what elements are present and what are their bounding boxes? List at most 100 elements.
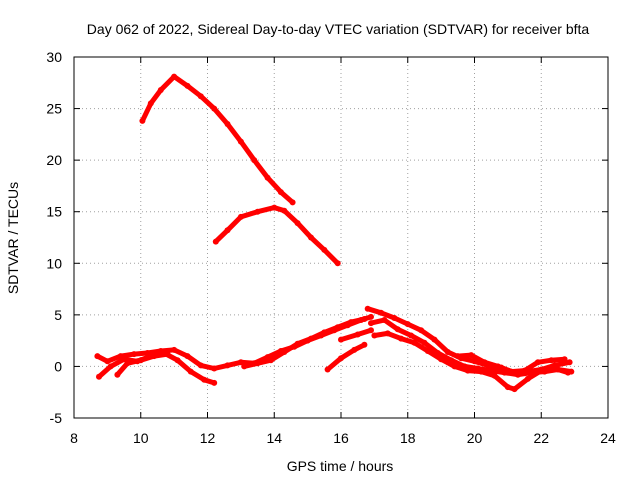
data-point [378, 309, 384, 316]
data-point [418, 327, 425, 334]
data-point [398, 335, 405, 342]
data-point [451, 363, 458, 370]
data-point [348, 319, 354, 326]
data-point [504, 384, 511, 391]
x-tick-label: 20 [467, 430, 483, 446]
data-point [551, 365, 558, 372]
data-point [464, 367, 471, 374]
series-group [94, 73, 575, 393]
data-point [211, 105, 218, 112]
data-point [511, 386, 518, 393]
data-point [107, 363, 114, 370]
data-point [338, 336, 344, 343]
data-point [424, 348, 431, 354]
grid [74, 57, 608, 418]
data-point [174, 357, 181, 364]
x-tick-label: 16 [333, 430, 349, 446]
data-point [324, 366, 331, 373]
data-point [277, 189, 284, 196]
x-tick-label: 14 [266, 430, 282, 446]
series-line-arc-low-9 [371, 330, 571, 392]
data-point [308, 234, 314, 241]
data-point [384, 330, 391, 337]
series-line-arc-high [139, 74, 296, 205]
data-point [294, 220, 301, 227]
data-point [131, 351, 138, 358]
data-point [334, 324, 341, 331]
data-point [157, 87, 164, 93]
data-point [354, 331, 361, 338]
data-point [187, 368, 194, 375]
data-point [381, 317, 388, 323]
y-tick-label: 25 [46, 101, 62, 117]
data-point [171, 346, 178, 353]
data-point [534, 359, 541, 366]
data-point [408, 332, 415, 339]
data-point [224, 227, 231, 234]
data-point [237, 359, 244, 366]
data-point [124, 360, 131, 367]
data-point [254, 208, 261, 215]
data-point [114, 371, 121, 378]
data-point [338, 355, 344, 362]
data-point [364, 305, 371, 312]
data-point [281, 349, 288, 355]
data-point [431, 336, 438, 343]
data-point [211, 365, 218, 372]
data-point [478, 368, 485, 375]
data-point [481, 359, 488, 366]
data-point [368, 313, 374, 320]
data-point [391, 315, 398, 321]
data-point [308, 335, 314, 342]
data-point [361, 316, 368, 322]
data-point [94, 353, 101, 360]
data-point [411, 339, 418, 346]
data-point [548, 357, 555, 364]
data-point [224, 121, 231, 127]
data-point [334, 260, 341, 267]
data-point [404, 321, 411, 328]
data-point [538, 367, 545, 374]
data-point [197, 362, 204, 369]
data-point [267, 357, 274, 364]
data-point [351, 346, 358, 353]
data-point [197, 93, 204, 100]
x-tick-label: 24 [600, 430, 616, 446]
data-point [254, 360, 261, 367]
data-point [491, 372, 498, 379]
data-point [444, 349, 451, 355]
data-point [96, 373, 102, 380]
series-line-arc-low-8 [368, 317, 574, 378]
series-line-arc-low-4 [241, 316, 367, 369]
data-point [211, 379, 218, 386]
data-point [241, 363, 248, 370]
x-tick-label: 8 [70, 430, 78, 446]
data-point [421, 339, 428, 346]
data-point [508, 368, 515, 375]
data-point [361, 341, 368, 348]
data-point [184, 82, 191, 89]
data-point [294, 340, 301, 347]
data-point [201, 376, 208, 383]
data-point [237, 213, 244, 220]
series-line-arc-low-5 [325, 342, 367, 372]
x-tick-label: 18 [400, 430, 416, 446]
x-tick-label: 22 [533, 430, 549, 446]
y-tick-label: -5 [50, 410, 63, 426]
data-point [438, 356, 445, 363]
data-point [264, 174, 271, 181]
axis-ticks: 8 10 12 14 16 18 20 22 24 -5 0 5 10 15 20 25 30 [46, 49, 616, 446]
data-point [171, 73, 178, 80]
data-point [184, 353, 191, 360]
y-tick-label: 0 [54, 358, 62, 374]
y-tick-label: 20 [46, 152, 62, 168]
data-point [139, 117, 146, 124]
data-point [521, 367, 528, 374]
data-point [212, 238, 219, 245]
data-point [524, 375, 531, 382]
data-point [224, 362, 231, 369]
series-line-arc-mid [213, 205, 341, 266]
data-point [394, 326, 401, 333]
data-point [565, 369, 571, 376]
data-point [289, 199, 296, 206]
